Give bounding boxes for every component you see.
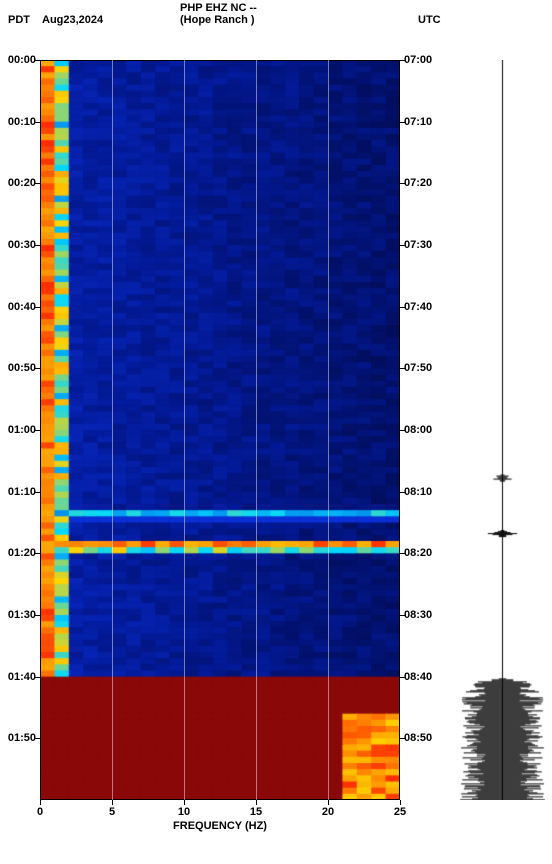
y-tick-left: 00:40 — [0, 301, 36, 313]
x-tick: 10 — [178, 806, 190, 818]
y-tick-left: 01:10 — [0, 486, 36, 498]
grid-line — [184, 60, 185, 800]
seismogram-panel — [460, 60, 545, 800]
grid-line — [328, 60, 329, 800]
y-tick-right: 08:30 — [404, 609, 442, 621]
y-tick-left: 00:50 — [0, 362, 36, 374]
y-tick-right: 08:40 — [404, 671, 442, 683]
y-tick-right: 07:50 — [404, 362, 442, 374]
y-tick-left: 00:30 — [0, 239, 36, 251]
y-tick-right: 07:40 — [404, 301, 442, 313]
date-label: Aug23,2024 — [42, 14, 103, 26]
y-tick-left: 00:10 — [0, 116, 36, 128]
y-tick-right: 08:10 — [404, 486, 442, 498]
y-tick-right: 07:30 — [404, 239, 442, 251]
x-tick: 0 — [37, 806, 43, 818]
spectrogram-canvas — [40, 60, 400, 800]
y-tick-right: 07:20 — [404, 177, 442, 189]
header: PDT Aug23,2024 PHP EHZ NC -- (Hope Ranch… — [0, 0, 552, 30]
y-tick-left: 01:00 — [0, 424, 36, 436]
y-tick-right: 07:10 — [404, 116, 442, 128]
x-tick: 25 — [394, 806, 406, 818]
y-tick-right: 08:50 — [404, 732, 442, 744]
x-tick: 20 — [322, 806, 334, 818]
y-tick-right: 07:00 — [404, 54, 442, 66]
tz-left-label: PDT — [8, 14, 30, 26]
y-tick-left: 01:30 — [0, 609, 36, 621]
x-tick: 15 — [250, 806, 262, 818]
y-tick-left: 01:50 — [0, 732, 36, 744]
y-tick-left: 00:20 — [0, 177, 36, 189]
y-tick-right: 08:20 — [404, 547, 442, 559]
grid-line — [256, 60, 257, 800]
spectrogram-panel: FREQUENCY (HZ) 00:0000:1000:2000:3000:40… — [40, 60, 400, 800]
y-tick-left: 01:20 — [0, 547, 36, 559]
y-tick-left: 00:00 — [0, 54, 36, 66]
y-tick-right: 08:00 — [404, 424, 442, 436]
x-axis-label: FREQUENCY (HZ) — [173, 820, 267, 832]
station-code: PHP EHZ NC -- — [180, 2, 257, 14]
seismogram-canvas — [460, 60, 545, 800]
tz-right-label: UTC — [418, 14, 441, 26]
station-name: (Hope Ranch ) — [180, 14, 255, 26]
grid-line — [112, 60, 113, 800]
x-tick: 5 — [109, 806, 115, 818]
y-tick-left: 01:40 — [0, 671, 36, 683]
